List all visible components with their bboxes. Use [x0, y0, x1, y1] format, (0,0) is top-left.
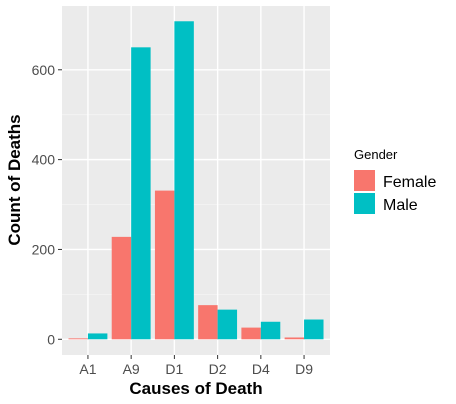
x-tick-label: D9 [295, 361, 313, 377]
bar-male-d4 [260, 321, 281, 340]
y-tick-label: 400 [32, 152, 56, 168]
x-axis-title: Causes of Death [129, 379, 262, 398]
bar-male-d2 [217, 309, 238, 340]
legend-label-female: Female [383, 174, 436, 191]
legend-label-male: Male [383, 197, 418, 214]
bar-female-a9 [111, 236, 132, 340]
bars [68, 21, 324, 340]
minor-gridlines [62, 114, 330, 295]
y-tick-label: 0 [47, 331, 55, 347]
x-tick-label: A1 [79, 361, 96, 377]
bar-female-d1 [154, 190, 175, 340]
y-tick-label: 600 [32, 62, 56, 78]
bar-female-d4 [241, 327, 261, 340]
y-axis-title: Count of Deaths [5, 114, 24, 245]
x-tick-label: D4 [252, 361, 270, 377]
legend-key-female [354, 170, 375, 191]
x-tick-label: D1 [165, 361, 183, 377]
x-tick-label: A9 [123, 361, 140, 377]
bar-male-a1 [87, 333, 108, 340]
panel-background [62, 6, 330, 355]
bar-female-d9 [284, 337, 305, 340]
bar-female-a1 [68, 338, 88, 340]
legend-title: Gender [354, 147, 398, 162]
bar-male-d9 [304, 319, 324, 340]
bar-male-a9 [131, 47, 151, 340]
x-tick-label: D2 [209, 361, 227, 377]
x-axis-ticks: A1 A9 D1 D2 D4 D9 [79, 355, 313, 377]
bar-male-d1 [174, 21, 194, 340]
bar-female-d2 [198, 305, 218, 340]
legend-key-male [354, 193, 375, 214]
y-tick-label: 200 [32, 241, 56, 257]
y-axis-ticks: 0 200 400 600 [32, 62, 62, 347]
legend: Gender Female Male [354, 147, 436, 214]
